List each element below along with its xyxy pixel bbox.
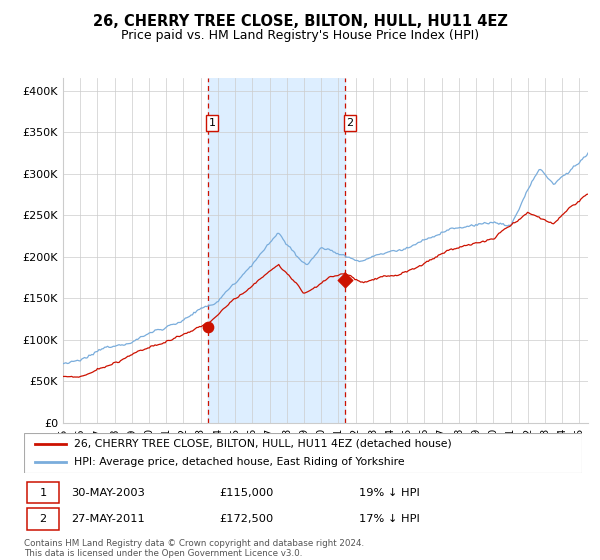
Point (341, 275, 350, 284)
Text: 27-MAY-2011: 27-MAY-2011 (71, 514, 145, 524)
Text: 1: 1 (209, 118, 215, 128)
Bar (208, 78, 346, 423)
Text: 19% ↓ HPI: 19% ↓ HPI (359, 488, 419, 497)
Text: 2: 2 (346, 118, 353, 128)
Text: £172,500: £172,500 (220, 514, 274, 524)
Text: HPI: Average price, detached house, East Riding of Yorkshire: HPI: Average price, detached house, East… (74, 458, 405, 467)
Text: 26, CHERRY TREE CLOSE, BILTON, HULL, HU11 4EZ: 26, CHERRY TREE CLOSE, BILTON, HULL, HU1… (92, 14, 508, 29)
Text: 1: 1 (40, 488, 47, 497)
Text: Price paid vs. HM Land Registry's House Price Index (HPI): Price paid vs. HM Land Registry's House … (121, 29, 479, 42)
FancyBboxPatch shape (27, 482, 59, 503)
Point (203, 323, 212, 332)
Text: 30-MAY-2003: 30-MAY-2003 (71, 488, 145, 497)
Text: 2: 2 (40, 514, 47, 524)
FancyBboxPatch shape (24, 433, 582, 473)
Text: £115,000: £115,000 (220, 488, 274, 497)
Text: 26, CHERRY TREE CLOSE, BILTON, HULL, HU11 4EZ (detached house): 26, CHERRY TREE CLOSE, BILTON, HULL, HU1… (74, 439, 452, 449)
Text: Contains HM Land Registry data © Crown copyright and database right 2024.
This d: Contains HM Land Registry data © Crown c… (24, 539, 364, 558)
Text: 17% ↓ HPI: 17% ↓ HPI (359, 514, 419, 524)
FancyBboxPatch shape (27, 508, 59, 530)
